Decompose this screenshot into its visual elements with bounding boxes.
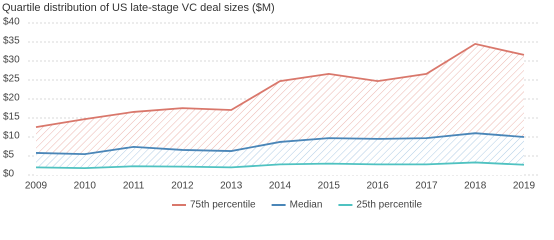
y-tick-label: $5 xyxy=(3,150,15,161)
x-tick-label: 2017 xyxy=(415,181,438,192)
line xyxy=(35,42,525,129)
x-tick-label: 2013 xyxy=(220,181,243,192)
y-tick-label: $0 xyxy=(3,169,15,180)
y-tick-label: $30 xyxy=(3,55,20,66)
x-tick-label: 2011 xyxy=(123,181,145,192)
x-tick-label: 2019 xyxy=(513,181,536,192)
line xyxy=(35,132,525,156)
legend-label: Median xyxy=(290,200,323,211)
area-fill xyxy=(36,162,524,175)
x-tick-label: 2010 xyxy=(74,181,97,192)
y-tick-label: $20 xyxy=(3,93,20,104)
x-tick-label: 2015 xyxy=(318,181,341,192)
y-tick-label: $15 xyxy=(3,112,20,123)
x-tick-label: 2012 xyxy=(171,181,194,192)
legend-label: 25th percentile xyxy=(356,200,422,211)
y-tick-label: $10 xyxy=(3,131,20,142)
y-tick-label: $35 xyxy=(3,36,20,47)
y-tick-label: $40 xyxy=(3,17,20,28)
x-tick-label: 2009 xyxy=(25,181,48,192)
y-tick-label: $25 xyxy=(3,74,20,85)
x-tick-label: 2018 xyxy=(464,181,487,192)
line xyxy=(35,161,525,170)
x-tick-label: 2016 xyxy=(366,181,389,192)
chart: Quartile distribution of US late-stage V… xyxy=(2,2,540,211)
x-tick-label: 2014 xyxy=(269,181,292,192)
legend-label: 75th percentile xyxy=(190,200,256,211)
chart-title: Quartile distribution of US late-stage V… xyxy=(2,2,275,14)
